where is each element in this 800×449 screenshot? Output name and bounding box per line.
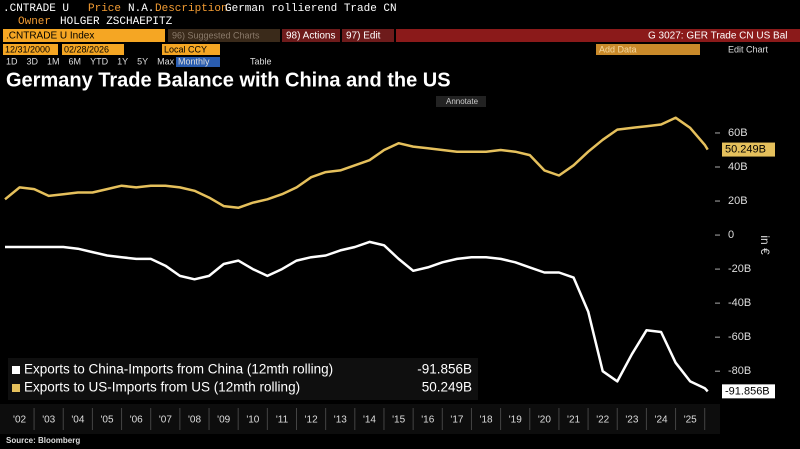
edit-button[interactable] [342,29,394,42]
y-tick-label: -40B [728,297,751,309]
legend-swatch [12,384,20,392]
y-tick-label: -80B [728,365,751,377]
x-tick-label: '12 [305,415,318,426]
legend-value: 50.249B [422,380,472,395]
x-tick-label: '07 [159,415,172,426]
x-tick-label: '24 [655,415,668,426]
x-tick-label: '10 [246,415,259,426]
last-value-label: 50.249B [725,143,766,155]
legend-label: Exports to US-Imports from US (12mth rol… [24,380,300,395]
x-tick-label: '25 [684,415,697,426]
price-label: Price [88,3,121,15]
source: Source: Bloomberg [6,436,80,445]
last-value-box [722,142,775,157]
ticker: .CNTRADE U [3,3,69,15]
period-button[interactable]: Max [157,56,175,66]
period-button[interactable]: 3D [27,56,39,66]
currency[interactable]: Local CCY [164,44,207,54]
last-value-box [722,384,775,399]
start-date-box[interactable] [3,44,58,55]
frequency-box[interactable] [176,57,220,67]
period-button[interactable]: 1D [6,56,18,66]
last-value-label: -91.856B [725,385,770,397]
x-tick-label: '15 [392,415,405,426]
owner-line: Owner HOLGER ZSCHAEPITZ [18,16,173,28]
end-date[interactable]: 02/28/2026 [64,44,109,54]
x-tick-label: '22 [596,415,609,426]
legend-box [8,358,478,400]
x-tick-label: '18 [480,415,493,426]
x-tick-label: '08 [188,415,201,426]
period-button[interactable]: 1Y [117,56,128,66]
chart-id: G 3027: GER Trade CN US Bal [648,31,788,42]
desc: German rollierend Trade CN [225,3,397,15]
chart-title: Germany Trade Balance with China and the… [6,69,451,91]
actions[interactable]: 98) Actions [286,31,335,42]
y-tick-label: 40B [728,161,748,173]
y-tick-label: 0 [728,229,734,241]
annotate-button[interactable] [436,96,486,107]
annotate[interactable]: Annotate [446,97,479,106]
x-tick-label: '23 [625,415,638,426]
owner-label: Owner [18,16,51,28]
security[interactable]: .CNTRADE U Index [6,31,94,42]
security-box[interactable] [3,29,165,42]
frequency[interactable]: Monthly [178,56,210,66]
table[interactable]: Table [250,56,272,66]
x-tick-label: '02 [13,415,26,426]
period-button[interactable]: YTD [90,56,109,66]
legend-label: Exports to China-Imports from China (12m… [24,362,333,377]
y-tick-label: -60B [728,331,751,343]
edit-chart[interactable]: Edit Chart [728,44,769,54]
x-tick-label: '06 [130,415,143,426]
period-button[interactable]: 1M [47,56,60,66]
currency-box[interactable] [162,44,220,55]
add-data[interactable]: Add Data [599,44,637,54]
x-tick-label: '14 [363,415,376,426]
price: N.A. [128,3,154,15]
end-date-box[interactable] [62,44,124,55]
period-button[interactable]: 6M [69,56,82,66]
suggested[interactable]: 96) Suggested Charts [172,30,260,40]
suggested-button[interactable] [168,29,280,42]
edit[interactable]: 97) Edit [346,31,381,42]
series-line [4,116,709,210]
x-tick-label: '16 [421,415,434,426]
x-tick-label: '11 [276,415,289,426]
x-tick-label: '05 [101,415,114,426]
desc-label: Description [155,3,228,15]
x-tick-label: '13 [334,415,347,426]
header-line: .CNTRADE U Price N.A. Description German… [3,3,397,15]
chart-id-bar [396,29,800,42]
y-tick-label: 60B [728,127,748,139]
y-tick-label: 20B [728,195,748,207]
period-button[interactable]: 5Y [137,56,148,66]
y-tick-label: -20B [728,263,751,275]
x-tick-label: '09 [217,415,230,426]
series-line [5,240,709,393]
x-tick-label: '21 [567,415,580,426]
start-date[interactable]: 12/31/2000 [5,44,50,54]
x-tick-label: '04 [71,415,84,426]
x-tick-label: '20 [538,415,551,426]
actions-button[interactable] [282,29,340,42]
add-data-box[interactable] [596,44,700,55]
legend-swatch [12,366,20,374]
x-tick-label: '19 [509,415,522,426]
x-axis-band [0,404,720,434]
x-tick-label: '17 [450,415,463,426]
legend-value: -91.856B [417,362,472,377]
x-tick-label: '03 [42,415,55,426]
y-axis-label: in € [758,235,772,255]
owner: HOLGER ZSCHAEPITZ [60,16,173,28]
